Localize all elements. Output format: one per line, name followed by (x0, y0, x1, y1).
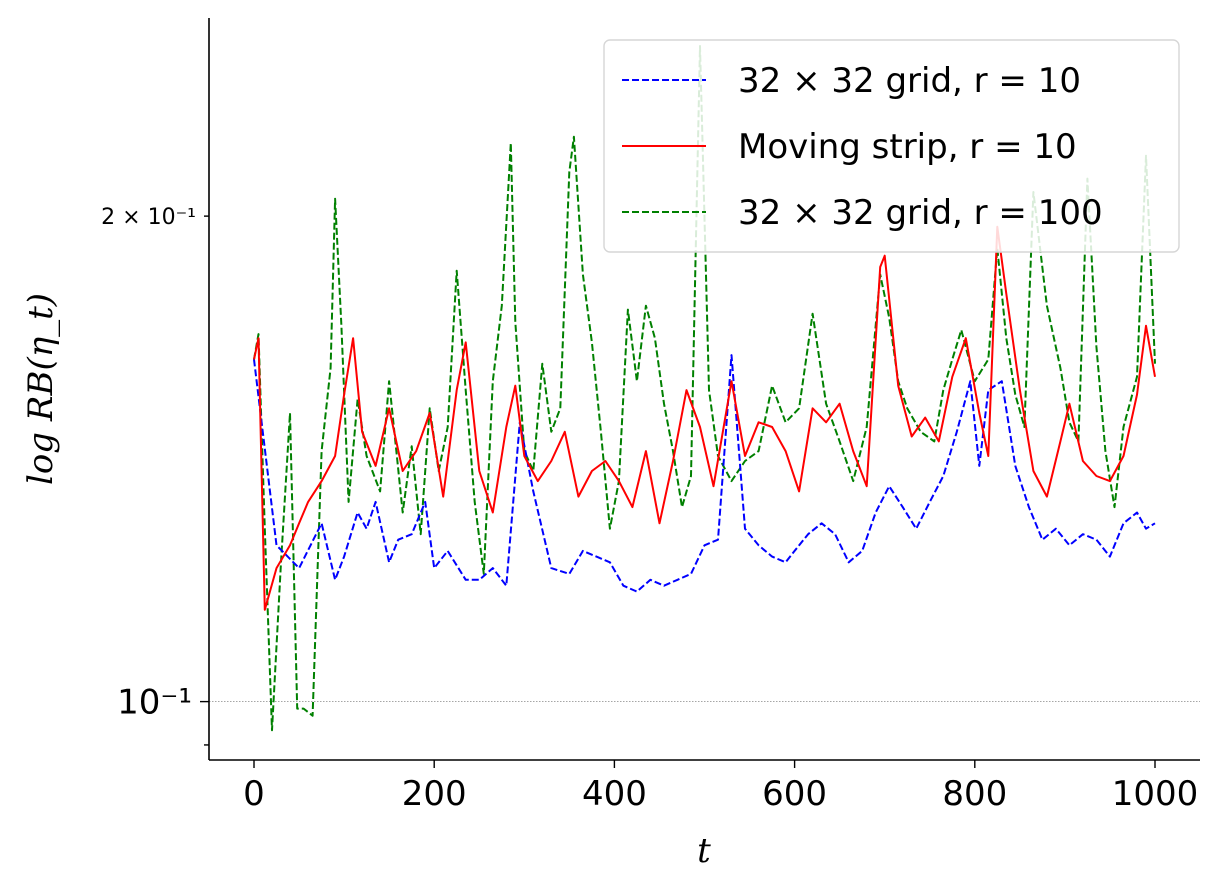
x-tick-label-0: 0 (243, 774, 265, 814)
x-tick-label-1000: 1000 (1112, 774, 1199, 814)
series-line-0 (253, 354, 1156, 593)
legend: 32 × 32 grid, r = 10 Moving strip, r = 10… (603, 39, 1180, 253)
y-major-tick-label: 10⁻¹ (117, 683, 192, 723)
x-axis-title: t (697, 831, 711, 871)
series-line-1 (253, 225, 1156, 611)
x-axis-ticks: 0 200 400 600 800 1000 (243, 760, 1198, 814)
series-layer (253, 45, 1156, 732)
x-tick-label-400: 400 (582, 774, 647, 814)
y-axis-title: log RB(η_t) (21, 293, 61, 485)
y-minor-tick-label: 2 × 10⁻¹ (101, 205, 196, 230)
x-tick-label-600: 600 (762, 774, 827, 814)
legend-label-2: 32 × 32 grid, r = 100 (738, 193, 1103, 233)
legend-label-0: 32 × 32 grid, r = 10 (738, 61, 1081, 101)
legend-box (603, 39, 1180, 253)
x-tick-label-200: 200 (402, 774, 467, 814)
x-tick-label-800: 800 (942, 774, 1007, 814)
legend-label-1: Moving strip, r = 10 (738, 127, 1077, 167)
legend-entries: 32 × 32 grid, r = 10 Moving strip, r = 10… (622, 61, 1103, 233)
series-line-2 (253, 45, 1156, 732)
